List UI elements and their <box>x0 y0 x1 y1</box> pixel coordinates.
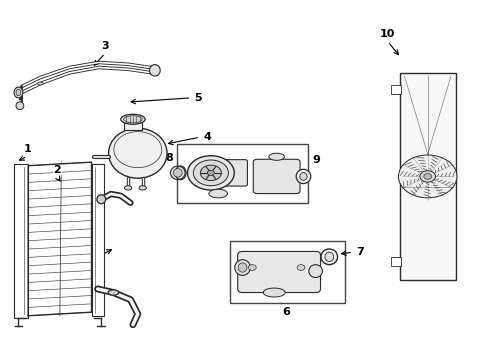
Circle shape <box>200 165 221 181</box>
Ellipse shape <box>139 186 147 190</box>
Ellipse shape <box>37 82 43 85</box>
Ellipse shape <box>269 153 285 160</box>
Ellipse shape <box>321 249 338 265</box>
Text: 8: 8 <box>165 153 173 163</box>
Ellipse shape <box>149 64 160 76</box>
Circle shape <box>248 265 256 270</box>
Ellipse shape <box>309 265 322 278</box>
Text: 2: 2 <box>98 257 105 267</box>
Text: 10: 10 <box>380 29 395 39</box>
Circle shape <box>420 171 436 182</box>
Bar <box>230 241 345 303</box>
Ellipse shape <box>235 260 250 275</box>
Ellipse shape <box>173 168 182 177</box>
Bar <box>177 144 308 203</box>
Ellipse shape <box>16 102 24 110</box>
Ellipse shape <box>171 166 185 180</box>
Circle shape <box>424 174 432 179</box>
FancyBboxPatch shape <box>238 251 320 293</box>
Ellipse shape <box>121 114 145 124</box>
Text: 1: 1 <box>24 144 31 154</box>
Bar <box>391 257 401 266</box>
Bar <box>391 85 401 94</box>
Ellipse shape <box>16 89 21 96</box>
Ellipse shape <box>300 172 307 180</box>
Ellipse shape <box>296 169 311 184</box>
Ellipse shape <box>97 195 106 204</box>
Text: 6: 6 <box>282 307 291 317</box>
Bar <box>14 164 28 318</box>
Ellipse shape <box>263 288 285 297</box>
Bar <box>92 164 104 316</box>
Ellipse shape <box>325 252 334 261</box>
Text: 2: 2 <box>53 165 61 175</box>
Text: 4: 4 <box>203 132 212 142</box>
FancyBboxPatch shape <box>253 159 300 194</box>
Circle shape <box>188 156 234 190</box>
Ellipse shape <box>108 290 119 295</box>
Ellipse shape <box>14 87 23 98</box>
Circle shape <box>297 265 305 270</box>
Bar <box>400 73 456 280</box>
Ellipse shape <box>109 128 167 178</box>
Text: 3: 3 <box>101 41 109 51</box>
FancyBboxPatch shape <box>211 159 247 186</box>
Text: 7: 7 <box>356 247 364 257</box>
Circle shape <box>194 160 228 186</box>
Text: 9: 9 <box>312 155 320 165</box>
Text: 5: 5 <box>195 93 202 103</box>
Ellipse shape <box>124 186 132 190</box>
Ellipse shape <box>209 189 227 198</box>
Circle shape <box>207 170 215 175</box>
Ellipse shape <box>238 263 247 272</box>
Bar <box>124 119 142 130</box>
Circle shape <box>398 155 457 198</box>
Ellipse shape <box>123 116 142 123</box>
